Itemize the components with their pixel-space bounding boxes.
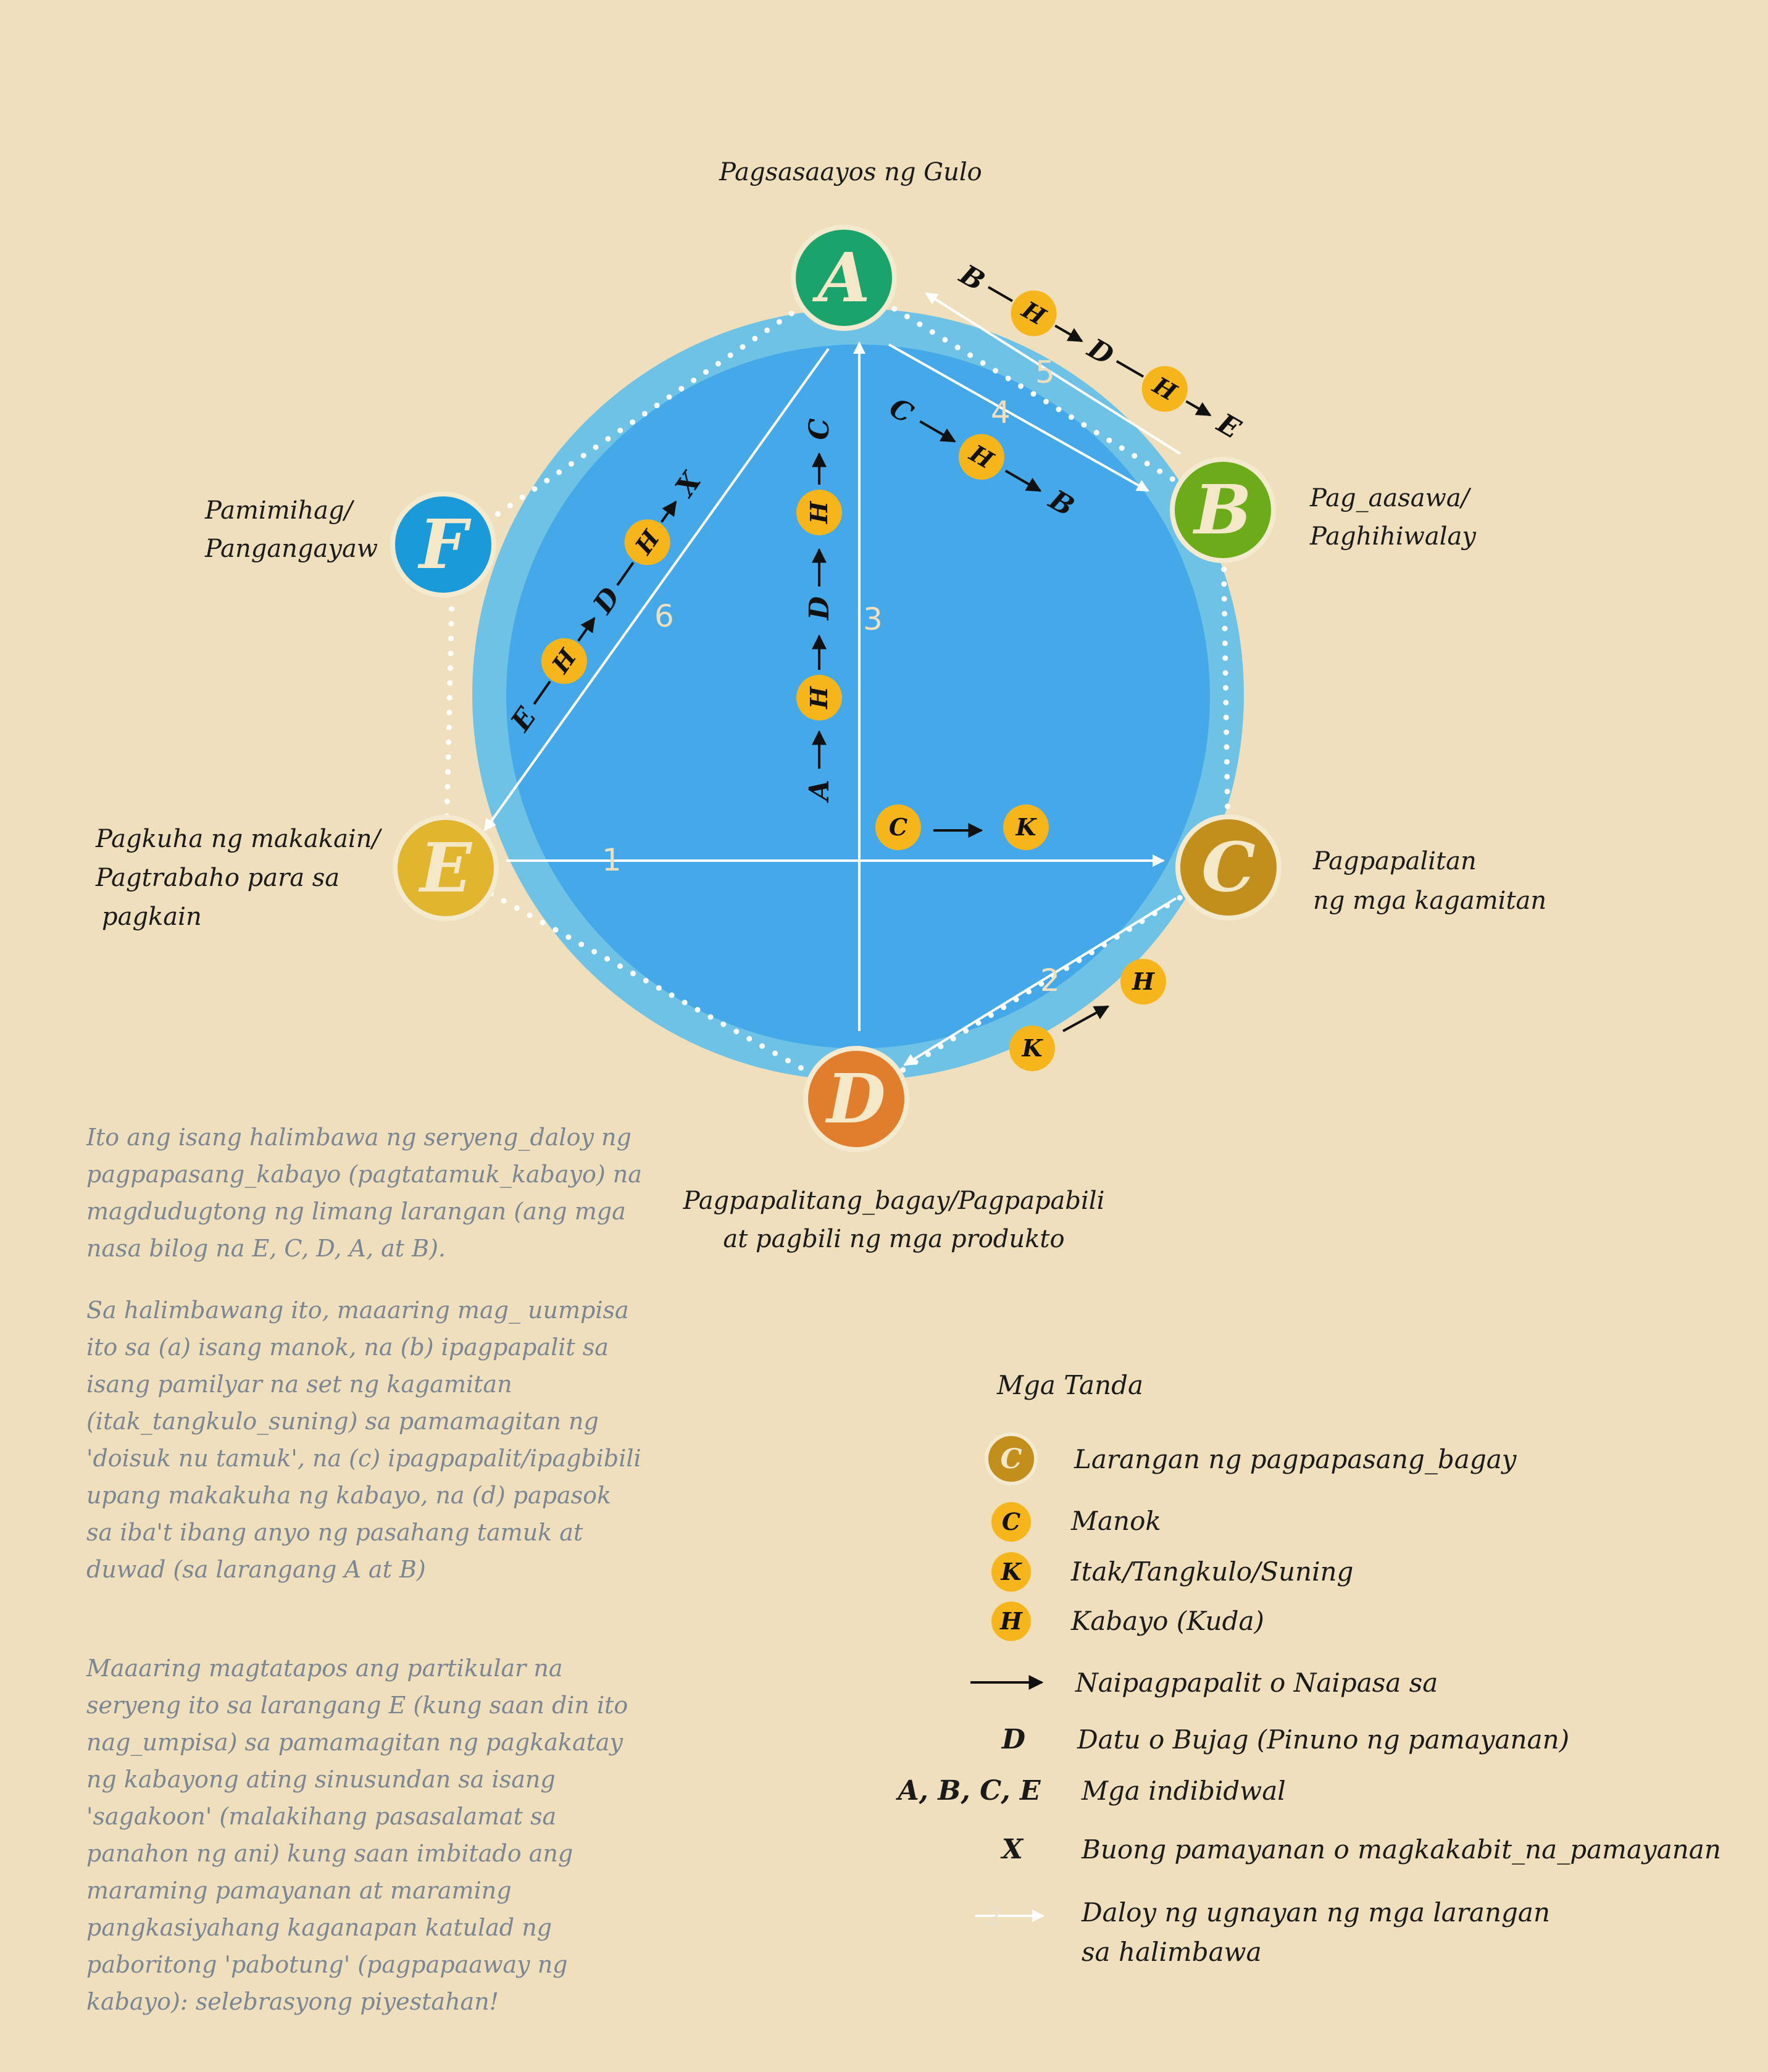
chain-c-to-k: C K bbox=[875, 804, 1049, 850]
flow-line-6 bbox=[483, 348, 830, 832]
legend-text-daloy-line2: sa halimbawa bbox=[1082, 1937, 1262, 1967]
flow-number-4: 4 bbox=[991, 395, 1011, 430]
node-f-label-line2: Pangangayaw bbox=[204, 535, 378, 563]
node-d-label-line1: Pagpapalitang_bagay/Pagpapabili bbox=[683, 1187, 1105, 1215]
node-a-label: Pagsasaayos ng Gulo bbox=[719, 158, 982, 186]
flow-lines bbox=[483, 292, 1182, 1066]
svg-text:K: K bbox=[1015, 813, 1037, 841]
legend: Mga Tanda C Larangan ng pagpapasang_baga… bbox=[895, 1370, 1720, 1967]
flow-number-3: 3 bbox=[863, 601, 883, 637]
svg-text:K: K bbox=[1000, 1558, 1022, 1585]
legend-badge-itak bbox=[991, 1552, 1031, 1592]
node-b-label-line2: Paghihiwalay bbox=[1309, 522, 1477, 551]
legend-text-pamayanan: Buong pamayanan o magkakabit_na_pamayana… bbox=[1081, 1834, 1721, 1865]
legend-field-swatch bbox=[985, 1432, 1038, 1485]
legend-symbol-indibidwal: A, B, C, E bbox=[895, 1775, 1041, 1807]
badge-itak bbox=[1003, 804, 1049, 850]
legend-text-itak: Itak/Tangkulo/Suning bbox=[1070, 1556, 1353, 1587]
node-c-label-line2: ng mga kagamitan bbox=[1313, 887, 1546, 915]
legend-badge-manok bbox=[991, 1502, 1031, 1542]
node-f: F bbox=[390, 491, 496, 598]
svg-text:A: A bbox=[812, 238, 870, 317]
svg-text:D: D bbox=[804, 596, 835, 621]
flow-line-5 bbox=[925, 292, 1182, 455]
svg-text:H: H bbox=[805, 686, 833, 709]
badge-itak bbox=[1009, 1026, 1055, 1071]
legend-text-daloy-line1: Daloy ng ugnayan ng mga larangan bbox=[1081, 1897, 1550, 1928]
flow-number-5: 5 bbox=[1035, 354, 1055, 390]
svg-text:E: E bbox=[1211, 407, 1246, 446]
legend-text-arrow: Naipagpapalit o Naipasa sa bbox=[1075, 1668, 1438, 1698]
svg-text:B: B bbox=[1193, 470, 1252, 549]
svg-text:A: A bbox=[804, 780, 835, 803]
svg-text:C: C bbox=[1201, 827, 1256, 907]
legend-text-manok: Manok bbox=[1070, 1506, 1161, 1536]
flow-number-1: 1 bbox=[602, 842, 622, 878]
legend-title: Mga Tanda bbox=[996, 1370, 1143, 1400]
svg-text:E: E bbox=[418, 828, 473, 908]
legend-symbol-datu: D bbox=[1001, 1724, 1025, 1755]
flow-line-4 bbox=[888, 343, 1149, 492]
flow-number-6: 6 bbox=[654, 598, 674, 634]
chain-vertical: A H D H C bbox=[796, 418, 842, 803]
legend-text-kabayo: Kabayo (Kuda) bbox=[1070, 1606, 1264, 1636]
flow-number-2: 2 bbox=[1040, 963, 1060, 998]
svg-text:C: C bbox=[1000, 1443, 1022, 1475]
svg-text:C: C bbox=[804, 418, 835, 440]
svg-text:B: B bbox=[953, 258, 990, 298]
node-e: E bbox=[393, 815, 499, 921]
badge-manok bbox=[875, 804, 921, 850]
legend-text-indibidwal: Mga indibidwal bbox=[1081, 1776, 1286, 1806]
node-f-label-line1: Pamimihag/ bbox=[204, 496, 355, 525]
legend-badge-kabayo bbox=[991, 1602, 1031, 1641]
node-e-label-line2: Pagtrabaho para sa bbox=[95, 864, 340, 892]
badge-kabayo bbox=[1120, 959, 1166, 1005]
svg-text:F: F bbox=[417, 504, 472, 584]
flow-line-2 bbox=[903, 897, 1177, 1066]
node-b-label-line1: Pag_aasawa/ bbox=[1309, 484, 1472, 512]
chain-k-to-h: K H bbox=[1009, 959, 1166, 1071]
svg-text:K: K bbox=[1021, 1034, 1043, 1062]
svg-text:C: C bbox=[1002, 1508, 1020, 1535]
node-d: D bbox=[803, 1046, 909, 1152]
legend-text-larangan: Larangan ng pagpapasang_bagay bbox=[1074, 1444, 1517, 1474]
node-a: A bbox=[791, 225, 897, 331]
node-e-label-line1: Pagkuha ng makakain/ bbox=[95, 825, 382, 853]
description-paragraph-2: Sa halimbawang ito, maaaring mag_ uumpis… bbox=[86, 1297, 641, 1583]
node-d-label-line2: at pagbili ng mga produkto bbox=[723, 1225, 1064, 1253]
description-paragraph-1: Ito ang isang halimbawa ng seryeng_daloy… bbox=[86, 1124, 642, 1262]
legend-text-datu: Datu o Bujag (Pinuno ng pamayanan) bbox=[1077, 1724, 1569, 1755]
svg-text:D: D bbox=[825, 1059, 885, 1138]
legend-symbol-pamayanan: X bbox=[1000, 1834, 1024, 1865]
svg-text:H: H bbox=[999, 1607, 1023, 1635]
node-c-label-line1: Pagpapalitan bbox=[1312, 847, 1477, 875]
node-e-label-line3: pagkain bbox=[102, 903, 202, 931]
node-c: C bbox=[1175, 814, 1282, 921]
description-paragraph-3: Maaaring magtatapos ang partikular na se… bbox=[86, 1655, 628, 2015]
svg-text:H: H bbox=[805, 501, 833, 524]
svg-text:H: H bbox=[1132, 967, 1155, 995]
legend-flow-number: 2 bbox=[986, 1903, 1001, 1931]
svg-text:C: C bbox=[889, 813, 907, 841]
svg-text:D: D bbox=[1082, 332, 1119, 372]
node-b: B bbox=[1170, 457, 1276, 563]
